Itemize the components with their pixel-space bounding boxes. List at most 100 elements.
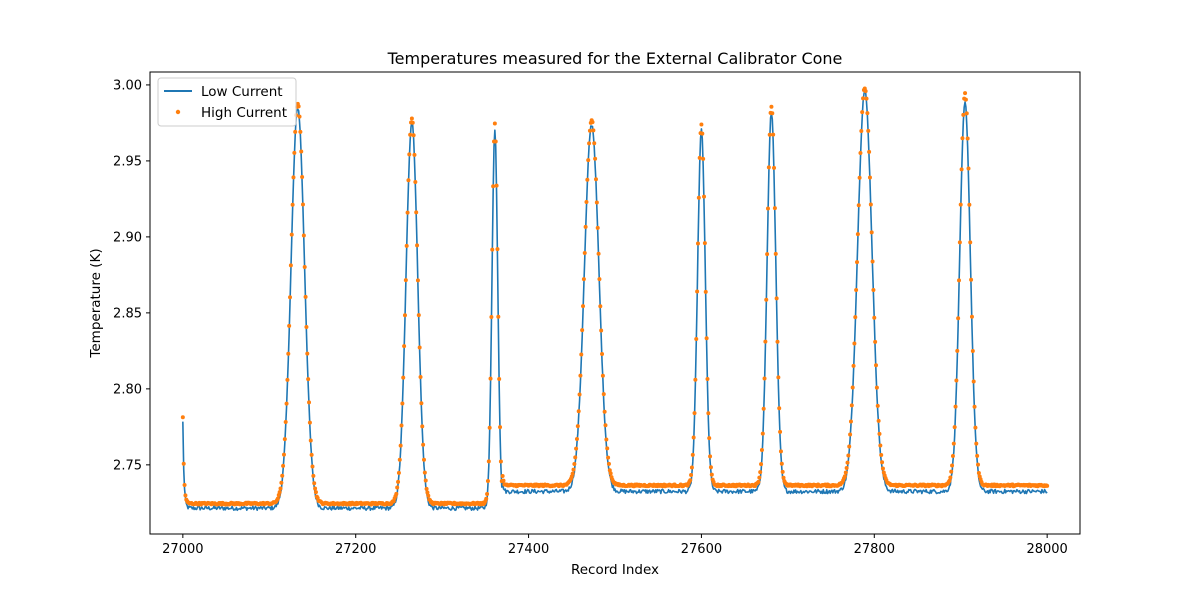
high-current-point [485, 492, 490, 497]
high-current-point [419, 401, 424, 406]
x-tick-label: 28000 [1026, 542, 1067, 557]
high-current-point [300, 202, 305, 207]
high-current-point [971, 379, 976, 384]
high-current-point [283, 419, 288, 424]
high-current-point [696, 195, 701, 200]
high-current-point [584, 200, 589, 205]
high-current-point [291, 175, 296, 180]
high-current-point [395, 485, 400, 490]
high-current-point [947, 478, 952, 483]
high-current-point [849, 403, 854, 408]
high-current-point [287, 323, 292, 328]
high-current-point [304, 325, 309, 330]
high-current-point [779, 461, 784, 466]
high-current-point [600, 373, 605, 378]
high-current-point [307, 420, 312, 425]
chart-title: Temperatures measured for the External C… [387, 49, 843, 68]
high-current-point [300, 175, 305, 180]
high-current-point [762, 376, 767, 381]
high-current-point [587, 141, 592, 146]
high-current-point [953, 404, 958, 409]
high-current-point [310, 464, 315, 469]
high-current-point [181, 461, 186, 466]
high-current-point [426, 493, 431, 498]
high-current-point [498, 459, 503, 464]
high-current-point [599, 328, 604, 333]
legend-low-current-label: Low Current [201, 84, 283, 100]
high-current-point [297, 114, 302, 119]
high-current-point [876, 418, 881, 423]
high-current-point [765, 206, 770, 211]
high-current-point [771, 132, 776, 137]
high-current-point [867, 175, 872, 180]
high-current-point [601, 392, 606, 397]
high-current-point [855, 260, 860, 265]
high-current-point [396, 479, 401, 484]
high-current-point [578, 373, 583, 378]
high-current-point [858, 151, 863, 156]
high-current-point [415, 278, 420, 283]
high-current-point [402, 313, 407, 318]
high-current-point [301, 233, 306, 238]
high-current-point [313, 490, 318, 495]
high-current-point [404, 243, 409, 248]
high-current-point [781, 475, 786, 480]
high-current-point [872, 315, 877, 320]
high-current-point [702, 194, 707, 199]
high-current-point [691, 435, 696, 440]
high-current-point [582, 250, 587, 255]
high-current-point [864, 96, 869, 101]
high-current-point [422, 470, 427, 475]
high-current-point [396, 470, 401, 475]
high-current-point [770, 111, 775, 116]
high-current-point [311, 473, 316, 478]
high-current-point [406, 178, 411, 183]
high-current-point [490, 247, 495, 252]
high-current-point [950, 454, 955, 459]
high-current-point [487, 425, 492, 430]
high-current-point [413, 179, 418, 184]
high-current-point [398, 443, 403, 448]
high-current-point [868, 202, 873, 207]
plot-frame [149, 71, 1081, 535]
high-current-point [596, 251, 601, 256]
high-current-point [281, 452, 286, 457]
high-current-point [708, 454, 713, 459]
x-tick-label: 27200 [335, 542, 376, 557]
high-current-point [303, 294, 308, 299]
high-current-point [296, 104, 301, 109]
high-current-point [871, 287, 876, 292]
high-current-point [702, 241, 707, 246]
high-current-point [286, 351, 291, 356]
high-current-point [602, 409, 607, 414]
high-current-point [289, 232, 294, 237]
high-current-point [570, 471, 575, 476]
high-current-point [855, 232, 860, 237]
high-current-point [573, 455, 578, 460]
high-current-point [949, 469, 954, 474]
high-current-point [844, 466, 849, 471]
high-current-point [597, 277, 602, 282]
high-current-point [309, 452, 314, 457]
high-current-point [491, 184, 496, 189]
high-current-point [963, 91, 968, 96]
legend-high-current-marker [175, 109, 181, 115]
high-current-point [421, 457, 426, 462]
high-current-point [418, 374, 423, 379]
high-current-point [409, 116, 414, 121]
high-current-point [279, 480, 284, 485]
high-current-point [277, 490, 282, 495]
high-current-point [948, 475, 953, 480]
high-current-point [695, 241, 700, 246]
high-current-point [969, 277, 974, 282]
legend-high-current-label: High Current [201, 105, 287, 121]
high-current-point [402, 344, 407, 349]
high-current-point [299, 149, 304, 154]
high-current-point [879, 452, 884, 457]
y-tick-label: 2.75 [113, 458, 142, 473]
high-current-point [699, 122, 704, 127]
high-current-point [976, 470, 981, 475]
high-current-point [951, 441, 956, 446]
x-tick-label: 27600 [681, 542, 722, 557]
high-current-point [486, 459, 491, 464]
